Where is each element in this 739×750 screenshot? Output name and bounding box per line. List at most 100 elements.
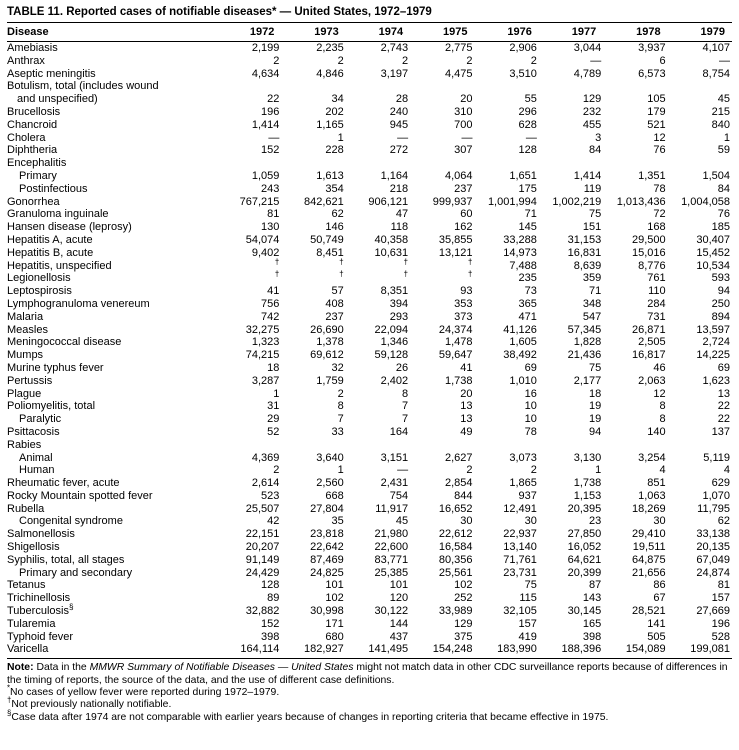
case-count [346,157,410,170]
case-count: 348 [582,297,602,310]
case-count: 4,107 [702,42,730,54]
case-count: 1,063 [638,489,666,502]
case-count: 143 [582,592,602,605]
disease-name: Botulism, total (includes wound and unspe… [7,80,159,106]
case-count: 4,064 [444,169,473,182]
case-count [410,157,474,170]
disease-name: Measles [7,323,48,336]
table-row: Measles 32,275 26,690 22,094 24,374 41,126 57,… [7,324,732,337]
case-count: 593 [711,272,730,285]
case-count: 24,874 [696,566,730,579]
case-count: 8 [337,400,344,413]
case-count: 29 [267,413,280,426]
case-count: 25,385 [374,566,409,579]
case-count: 2,560 [316,477,344,490]
case-count: 20,395 [567,502,602,515]
case-count: 999,937 [432,195,473,208]
disease-name: Paralytic [19,413,62,426]
case-count: 81 [717,579,730,592]
table-row: Paralytic 29 7 7 13 10 19 8 22 [7,413,732,426]
disease-name: Mumps [7,349,44,362]
case-count: 1,010 [509,374,537,387]
case-count: 13 [460,400,473,413]
case-count: 24,429 [245,566,280,579]
disease-name: Tularemia [7,617,56,630]
case-count: 1 [337,464,344,477]
case-count: 22 [267,93,280,106]
case-count: 2,724 [702,336,730,349]
case-count: 30 [524,515,537,528]
case-count: 2,402 [380,374,409,387]
case-count: 179 [647,105,666,118]
case-count: 4,475 [444,67,473,80]
case-count: 76 [653,144,666,157]
case-count: 196 [261,105,280,118]
case-count: 154,089 [625,643,666,656]
case-count: — [461,131,473,144]
table-row: Amebiasis 2,199 2,235 2,743 2,775 2,906 3,044 3… [7,42,732,55]
case-count: 228 [325,144,344,157]
case-count [346,439,410,452]
case-count: † [467,269,473,279]
case-count: 22,642 [310,541,344,554]
case-count: 3,044 [573,42,602,54]
table-row: Syphilis, total, all stages 91,149 87,469 8… [7,554,732,567]
case-count: 41 [460,361,473,374]
case-count: 2,199 [251,42,280,54]
table-row: Animal 4,369 3,640 3,151 2,627 3,073 3,130 3,25… [7,452,732,465]
disease-table-head-row: Disease 1972 1973 1974 1975 1976 1977 1978 1979 [7,23,732,42]
case-count: 22 [717,413,730,426]
table-row: Leptospirosis 41 57 8,351 93 73 71 110 94 [7,285,732,298]
case-count: 152 [261,617,280,630]
case-count: 41 [267,285,280,298]
disease-name: Poliomyelitis, total [7,400,96,413]
case-count: 152 [261,144,280,157]
case-count: 164 [389,425,409,438]
case-count: 110 [648,285,666,298]
case-count: 22,151 [245,528,280,541]
note-line: Note: Data in the MMWR Summary of Notifi… [7,662,732,687]
case-count: 3,937 [638,42,666,54]
col-header-year: 1977 [571,26,597,38]
case-count: 252 [454,592,473,605]
case-count: 2,775 [444,42,473,54]
table-row: Rabies [7,439,732,452]
case-count: 24,825 [310,566,344,579]
table-row: Typhoid fever 398 680 437 375 419 398 505 528 [7,631,732,644]
case-count: 8,639 [573,259,602,272]
case-count: 2,743 [380,42,409,54]
case-count: 7 [402,413,409,426]
case-count: 119 [583,182,602,195]
case-count: 76 [717,208,730,221]
case-count: 165 [582,617,602,630]
case-count: 844 [454,489,473,502]
case-count: 89 [267,592,280,605]
case-count: 6 [659,54,666,67]
table-row: Shigellosis 20,207 22,642 22,600 16,584 13,14… [7,541,732,554]
case-count: 419 [518,630,537,643]
case-count: 547 [582,310,602,323]
case-count [281,439,345,452]
case-count: 81 [267,208,280,221]
case-count: 1,414 [573,169,602,182]
case-count: 67,049 [696,553,730,566]
table-row: Trichinellosis 89 102 120 252 115 143 67 157 [7,592,732,605]
case-count: 25,561 [438,566,473,579]
table-row: Diphtheria 152 228 272 307 128 84 76 59 [7,144,732,157]
case-count: 398 [261,630,280,643]
case-count: 154,248 [432,643,473,656]
case-count: † [339,256,344,266]
case-count: 237 [454,182,473,195]
case-count: 145 [518,221,537,234]
case-count: 22,094 [374,323,409,336]
case-count: 2 [273,54,280,67]
case-count: 1,738 [573,477,602,490]
case-count: 8 [402,387,409,400]
disease-name: Amebiasis [7,42,58,54]
disease-name: Syphilis, total, all stages [7,553,125,566]
table-row: Meningococcal disease 1,323 1,378 1,346 1,47… [7,336,732,349]
case-count: 182,927 [303,643,344,656]
case-count: 12 [653,387,666,400]
disease-name: Pertussis [7,374,53,387]
case-count: 373 [454,310,473,323]
